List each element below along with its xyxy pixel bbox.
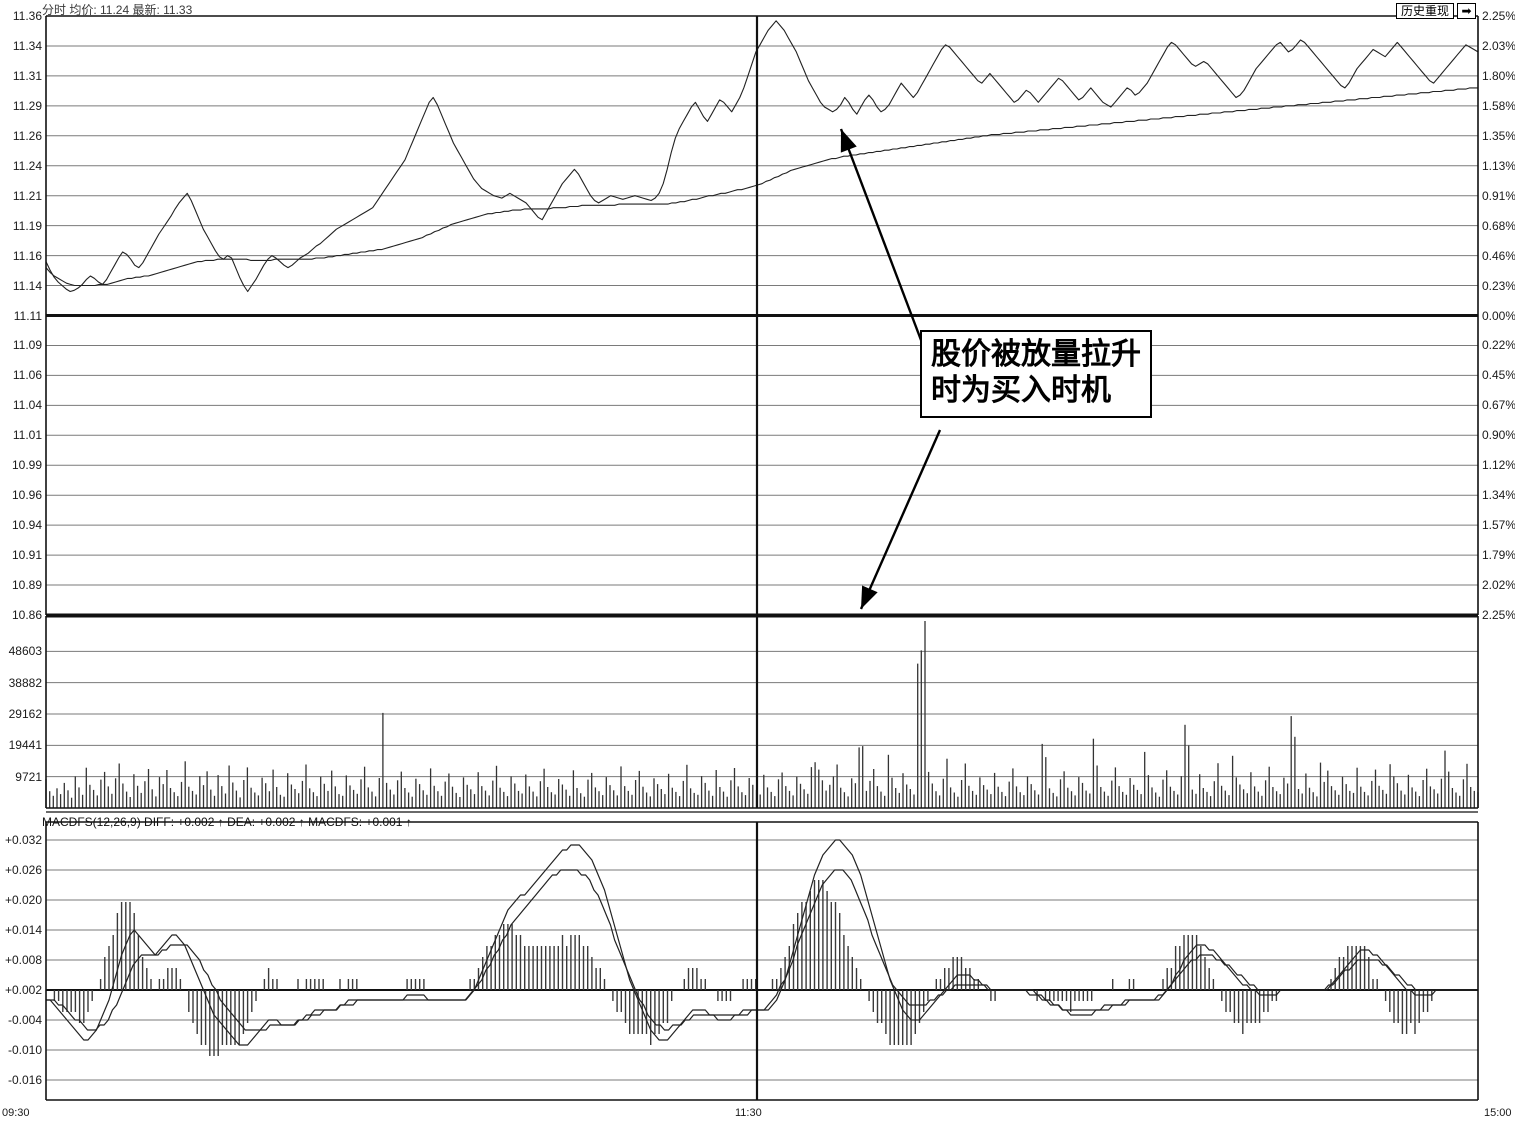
macd-tick: +0.020: [4, 893, 42, 907]
price-tick-right: 2.25%: [1482, 608, 1515, 622]
price-tick-left: 10.94: [11, 518, 42, 533]
volume-tick: 29162: [8, 707, 42, 721]
macd-tick: -0.010: [7, 1043, 42, 1057]
price-tick-right: 0.68%: [1482, 218, 1515, 233]
price-tick-left: 11.29: [12, 98, 42, 113]
macd-diff-line: [46, 839, 1478, 1046]
price-tick-right: 2.03%: [1482, 38, 1515, 53]
price-tick-right: 2.25%: [1482, 9, 1515, 23]
time-label-start: 09:30: [2, 1107, 30, 1119]
price-tick-right: 1.13%: [1482, 158, 1515, 173]
annotation-arrow-down-icon: [859, 429, 942, 610]
price-tick-right: 0.91%: [1482, 188, 1515, 203]
price-tick-right: 1.79%: [1482, 548, 1515, 563]
volume-tick: 19441: [8, 738, 42, 753]
volume-tick: 38882: [8, 675, 42, 690]
price-line: [45, 20, 1479, 293]
price-tick-left: 10.96: [11, 488, 42, 503]
volume-tick: 48603: [8, 644, 42, 659]
price-tick-left: 10.89: [11, 578, 42, 593]
price-tick-right: 0.45%: [1482, 368, 1515, 383]
macd-indicator-readout: MACDFS(12,26,9) DIFF: +0.002 ↑ DEA: +0.0…: [42, 815, 412, 829]
price-tick-left: 11.14: [12, 278, 42, 293]
annotation-arrow-up-icon: [839, 128, 926, 349]
price-tick-left: 11.31: [12, 68, 42, 83]
annotation-line-2: 时为买入时机: [931, 373, 1111, 408]
macd-tick: -0.016: [7, 1073, 42, 1087]
price-tick-right: 1.34%: [1482, 488, 1515, 503]
price-tick-right: 0.22%: [1482, 338, 1515, 353]
macd-tick: +0.008: [4, 953, 42, 967]
price-tick-right: 1.80%: [1482, 68, 1515, 83]
macd-tick: -0.004: [7, 1013, 42, 1027]
macd-tick: +0.026: [4, 863, 42, 877]
macd-tick: +0.032: [4, 833, 42, 847]
price-tick-left: 10.99: [11, 458, 42, 473]
price-tick-left: 11.09: [12, 338, 42, 353]
time-label-mid: 11:30: [735, 1107, 762, 1119]
annotation-callout: 股价被放量拉升 时为买入时机: [920, 330, 1152, 418]
price-tick-left: 11.11: [13, 308, 42, 323]
price-tick-left: 11.21: [12, 188, 42, 203]
price-tick-left: 11.26: [12, 128, 42, 143]
time-label-end: 15:00: [1484, 1107, 1512, 1119]
price-tick-right: 0.46%: [1482, 248, 1515, 263]
price-tick-right: 1.12%: [1482, 458, 1515, 473]
price-tick-left: 11.04: [12, 398, 42, 413]
macd-tick: +0.014: [4, 923, 42, 937]
average-price-line: [45, 87, 1478, 287]
quote-info: 分时 均价: 11.24 最新: 11.33: [42, 3, 193, 17]
price-tick-right: 1.57%: [1482, 518, 1515, 533]
price-tick-right: 0.23%: [1482, 278, 1515, 293]
price-tick-right: 0.67%: [1482, 398, 1515, 413]
history-replay-button[interactable]: 历史重现: [1396, 3, 1455, 19]
price-tick-right: 1.35%: [1482, 128, 1515, 143]
price-tick-left: 10.91: [11, 548, 42, 563]
volume-tick: 9721: [15, 769, 42, 784]
price-tick-right: 1.58%: [1482, 98, 1515, 113]
price-tick-left: 11.34: [12, 38, 42, 53]
price-tick-left: 11.19: [12, 218, 42, 233]
arrow-right-bar-icon[interactable]: ➡: [1457, 3, 1476, 19]
annotation-line-1: 股价被放量拉升: [931, 337, 1141, 372]
price-tick-right: 2.02%: [1482, 578, 1515, 593]
price-tick-right: 0.00%: [1482, 308, 1515, 323]
price-tick-left: 11.06: [12, 368, 42, 383]
price-tick-left: 11.36: [12, 9, 42, 23]
price-tick-left: 11.24: [12, 158, 42, 173]
macd-tick: +0.002: [4, 983, 42, 997]
price-tick-right: 0.90%: [1482, 428, 1515, 443]
macd-dea-line: [46, 869, 1478, 1031]
price-tick-left: 11.01: [12, 428, 42, 443]
price-tick-left: 10.86: [11, 608, 42, 622]
price-tick-left: 11.16: [12, 248, 42, 263]
